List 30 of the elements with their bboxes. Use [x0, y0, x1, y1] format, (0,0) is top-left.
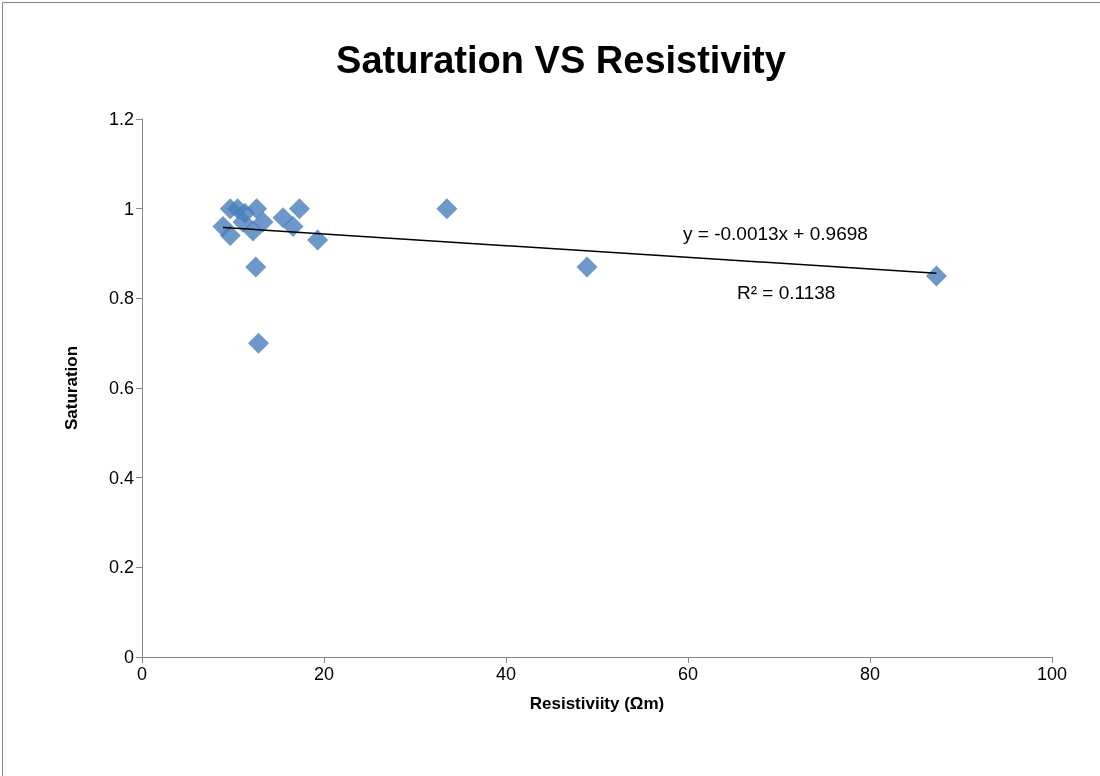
point — [436, 198, 458, 220]
point — [282, 216, 304, 238]
y-tick-label: 0.8 — [108, 288, 134, 309]
point — [245, 256, 267, 278]
chart-title: Saturation VS Resistivity — [336, 39, 786, 81]
x-tick-label: 100 — [1036, 664, 1068, 684]
x-tick-label: 40 — [495, 664, 517, 684]
y-tick-label: 0.4 — [108, 467, 134, 488]
point — [576, 256, 598, 278]
y-tick-label: 1 — [123, 198, 134, 219]
y-tick-label: 0.6 — [108, 378, 134, 398]
x-tick-label: 0 — [136, 664, 148, 684]
point — [252, 211, 274, 233]
x-axis-title: Resistiviity (Ωm) — [529, 694, 665, 713]
point — [219, 225, 241, 247]
y-tick-label: 1.2 — [108, 109, 134, 129]
x-tick-label: 80 — [859, 664, 881, 684]
y-tick-label: 0.2 — [108, 557, 134, 578]
point — [288, 198, 310, 220]
x-tick-label: 20 — [313, 664, 335, 684]
point — [307, 229, 329, 251]
y-axis-title: Saturation — [62, 345, 81, 431]
x-tick-label: 60 — [677, 664, 699, 684]
point — [925, 265, 947, 287]
point — [272, 207, 294, 229]
annotation: y = -0.0013x + 0.9698 — [683, 223, 868, 244]
annotation: R² = 0.1138 — [737, 282, 836, 303]
point — [246, 198, 268, 220]
point — [247, 332, 269, 354]
y-tick-label: 0 — [123, 647, 134, 667]
